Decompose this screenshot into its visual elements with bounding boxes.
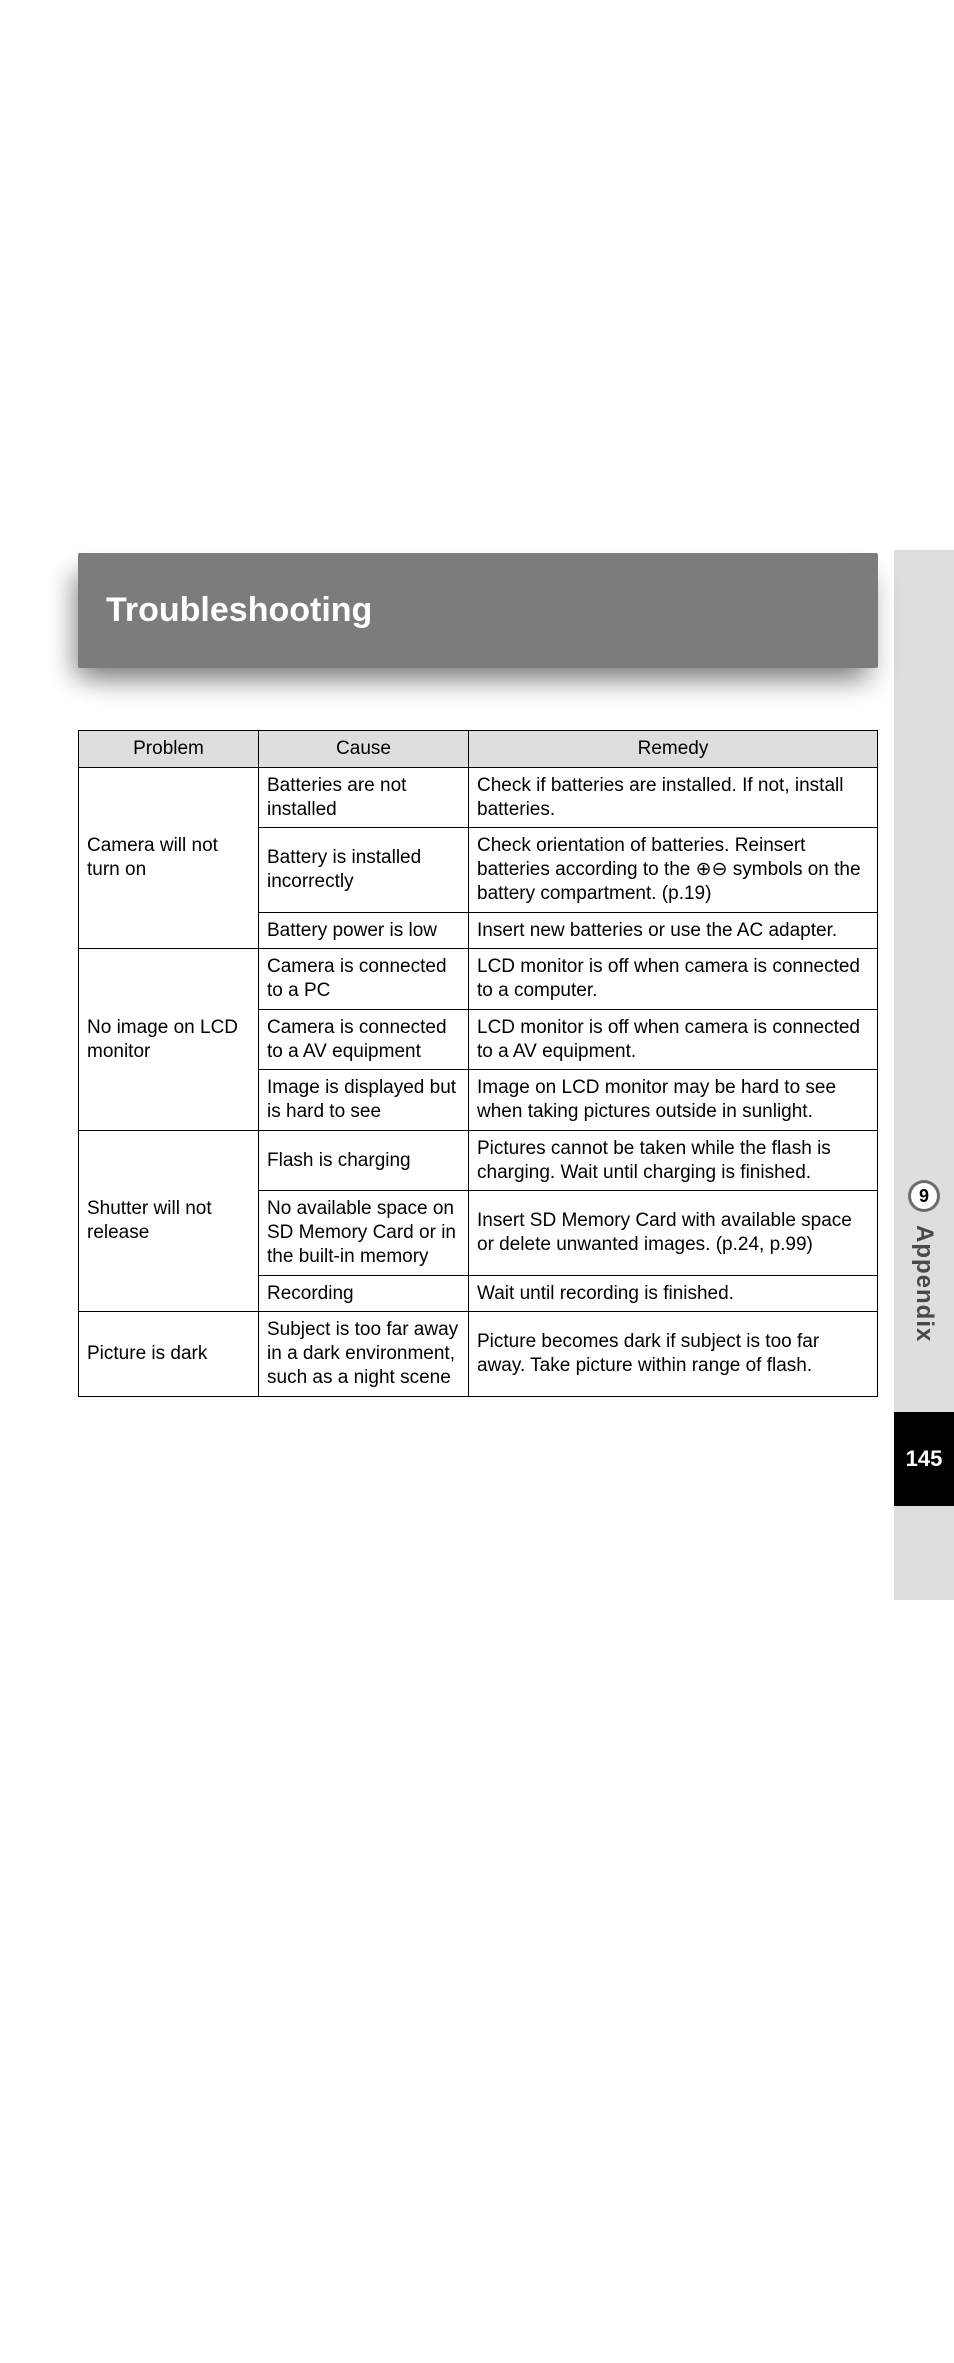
table-row: Picture is dark Subject is too far away … [79, 1312, 878, 1396]
remedy-cell: Insert SD Memory Card with available spa… [469, 1191, 878, 1275]
col-cause: Cause [259, 731, 469, 768]
problem-cell: No image on LCD monitor [79, 949, 259, 1131]
cause-cell: Camera is connected to a PC [259, 949, 469, 1010]
chapter-badge-inner: 9 [911, 1183, 937, 1209]
cause-cell: Battery is installed incorrectly [259, 828, 469, 912]
remedy-cell: Insert new batteries or use the AC adapt… [469, 912, 878, 949]
table-row: Camera will not turn on Batteries are no… [79, 767, 878, 828]
col-problem: Problem [79, 731, 259, 768]
cause-cell: Flash is charging [259, 1130, 469, 1191]
minus-icon: ⊖ [712, 859, 728, 880]
remedy-cell: Picture becomes dark if subject is too f… [469, 1312, 878, 1396]
remedy-cell: Wait until recording is finished. [469, 1275, 878, 1312]
cause-cell: Batteries are not installed [259, 767, 469, 828]
cause-cell: Camera is connected to a AV equipment [259, 1009, 469, 1070]
remedy-cell: Image on LCD monitor may be hard to see … [469, 1070, 878, 1131]
col-remedy: Remedy [469, 731, 878, 768]
appendix-label-text: Appendix [910, 1225, 938, 1342]
chapter-number: 9 [919, 1186, 929, 1207]
remedy-cell: LCD monitor is off when camera is connec… [469, 949, 878, 1010]
remedy-cell: Check orientation of batteries. Reinsert… [469, 828, 878, 912]
table-row: No image on LCD monitor Camera is connec… [79, 949, 878, 1010]
cause-cell: No available space on SD Memory Card or … [259, 1191, 469, 1275]
section-header: Troubleshooting [78, 553, 878, 668]
page-number-tab: 145 [894, 1412, 954, 1506]
cause-cell: Image is displayed but is hard to see [259, 1070, 469, 1131]
table-row: Shutter will not release Flash is chargi… [79, 1130, 878, 1191]
page-number: 145 [906, 1446, 943, 1472]
problem-cell: Picture is dark [79, 1312, 259, 1396]
cause-cell: Subject is too far away in a dark enviro… [259, 1312, 469, 1396]
section-title: Troubleshooting [106, 591, 372, 629]
chapter-badge: 9 [908, 1180, 940, 1212]
problem-cell: Camera will not turn on [79, 767, 259, 949]
appendix-vertical-label: Appendix [900, 1225, 948, 1395]
cause-cell: Battery power is low [259, 912, 469, 949]
cause-cell: Recording [259, 1275, 469, 1312]
troubleshooting-table: Problem Cause Remedy Camera will not tur… [78, 730, 878, 1397]
remedy-cell: Pictures cannot be taken while the flash… [469, 1130, 878, 1191]
problem-cell: Shutter will not release [79, 1130, 259, 1312]
plus-icon: ⊕ [696, 859, 712, 880]
table-header-row: Problem Cause Remedy [79, 731, 878, 768]
remedy-cell: Check if batteries are installed. If not… [469, 767, 878, 828]
remedy-cell: LCD monitor is off when camera is connec… [469, 1009, 878, 1070]
page-content: Troubleshooting Problem Cause Remedy Cam… [78, 553, 878, 1397]
